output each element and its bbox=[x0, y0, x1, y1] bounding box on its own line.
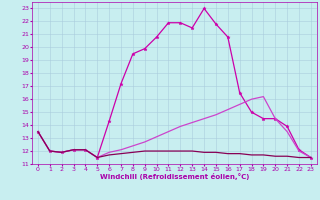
X-axis label: Windchill (Refroidissement éolien,°C): Windchill (Refroidissement éolien,°C) bbox=[100, 173, 249, 180]
